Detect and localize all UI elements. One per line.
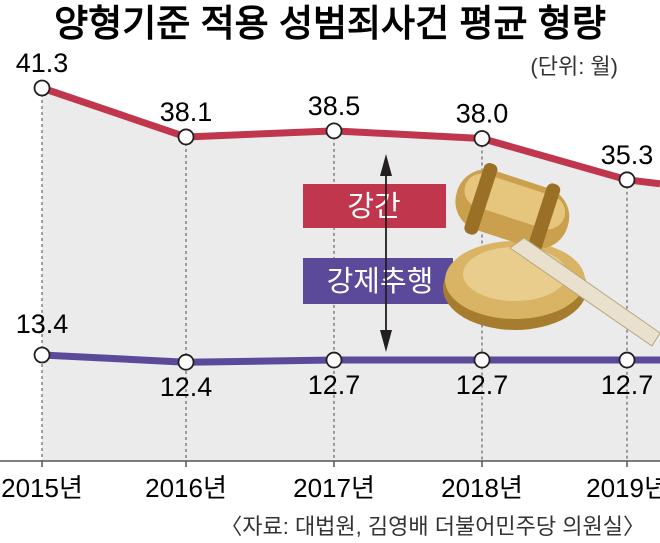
legend-swatch-forced-indecency	[303, 258, 453, 304]
x-tick-label: 2017년	[293, 473, 375, 503]
data-label-forced-indecency: 13.4	[16, 309, 69, 339]
data-label-forced-indecency: 12.7	[601, 370, 654, 400]
x-tick-label: 2019년	[586, 473, 660, 503]
data-label-rape: 35.3	[601, 140, 654, 170]
data-point-rape	[473, 130, 491, 147]
data-label-rape: 38.1	[160, 97, 213, 127]
data-points	[33, 79, 636, 371]
data-point-rape	[618, 171, 636, 189]
legend-swatch-rape	[303, 184, 446, 228]
data-point-forced-indecency	[618, 351, 636, 369]
legend-label-forced-indecency: 강제추행	[327, 265, 434, 298]
x-tick-label: 2018년	[441, 473, 523, 503]
data-labels: 41.3 38.1 38.5 38.0 35.3 13.4 12.4 12.7 12.7 12.7	[16, 48, 654, 402]
gap-indicator	[380, 154, 392, 352]
legend-label-rape: 강간	[347, 191, 400, 223]
data-point-rape	[177, 128, 195, 146]
data-label-rape: 41.3	[16, 48, 69, 78]
data-label-forced-indecency: 12.7	[456, 370, 509, 400]
data-point-rape	[33, 79, 51, 97]
chart-title: 양형기준 적용 성범죄사건 평균 형량	[54, 3, 606, 44]
data-point-forced-indecency	[473, 351, 491, 369]
gavel-icon	[443, 163, 660, 347]
data-label-forced-indecency: 12.4	[160, 372, 213, 402]
x-tick-label: 2015년	[1, 473, 83, 503]
data-label-rape: 38.0	[456, 98, 509, 128]
data-point-rape	[325, 122, 343, 140]
data-point-forced-indecency	[177, 353, 195, 371]
x-tick-label: 2016년	[145, 473, 227, 503]
x-ticks: 2015년 2016년 2017년 2018년 2019년	[1, 461, 660, 503]
data-label-forced-indecency: 12.7	[308, 370, 361, 400]
data-point-forced-indecency	[33, 346, 51, 364]
unit-label: (단위: 월)	[530, 54, 618, 79]
data-point-forced-indecency	[325, 351, 343, 369]
data-label-rape: 38.5	[308, 91, 361, 121]
source-note: 〈자료: 대법원, 김영배 더불어민주당 의원실〉	[220, 514, 645, 539]
